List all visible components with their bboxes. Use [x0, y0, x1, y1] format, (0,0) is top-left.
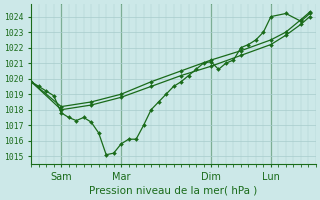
X-axis label: Pression niveau de la mer( hPa ): Pression niveau de la mer( hPa ): [90, 186, 258, 196]
